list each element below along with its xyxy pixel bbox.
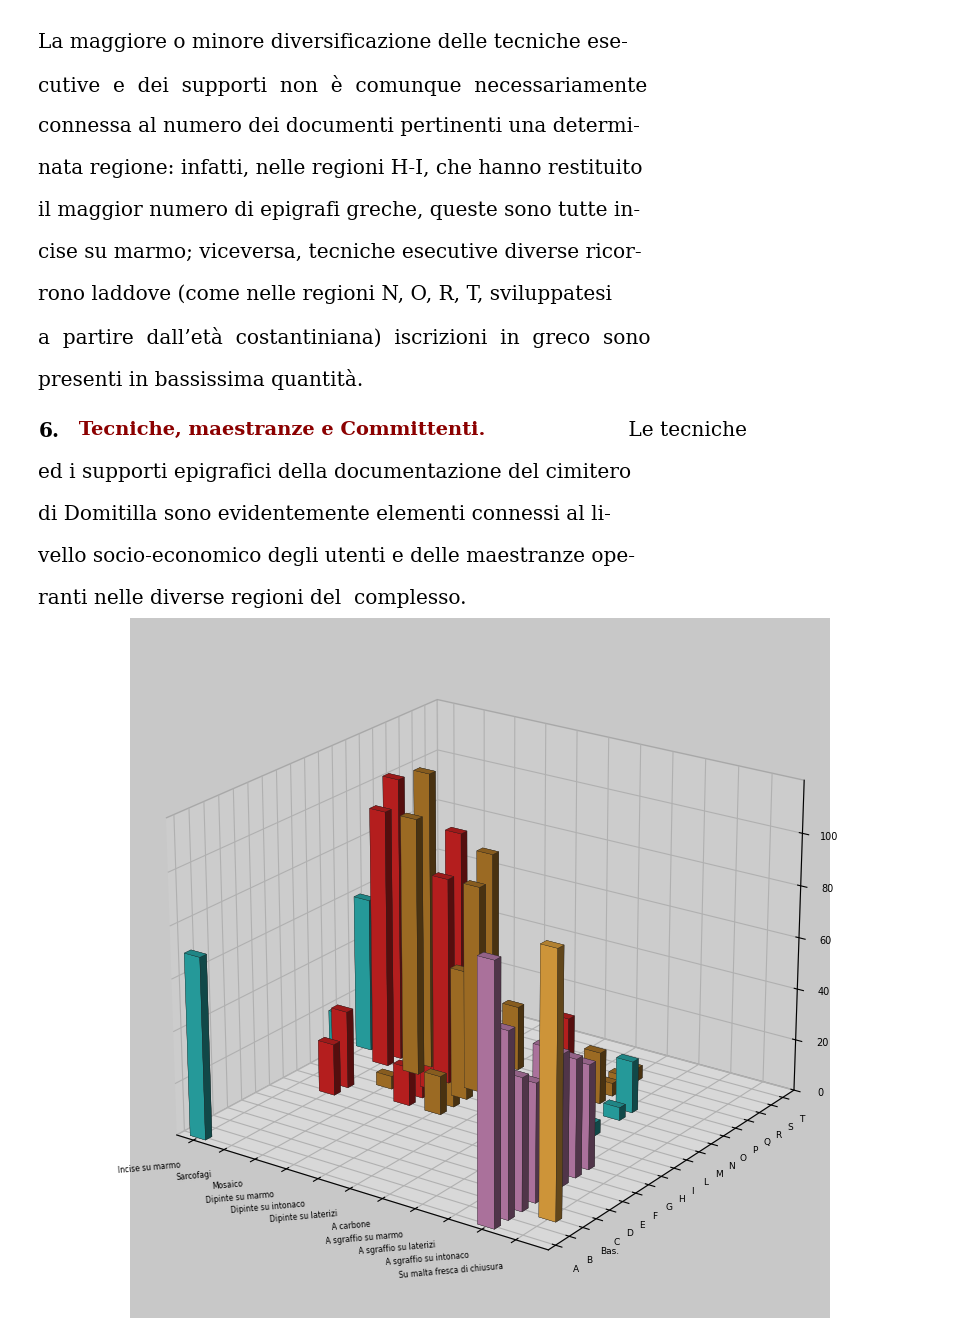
Text: connessa al numero dei documenti pertinenti una determi-: connessa al numero dei documenti pertine… xyxy=(38,117,640,136)
Text: nata regione: infatti, nelle regioni H-I, che hanno restituito: nata regione: infatti, nelle regioni H-I… xyxy=(38,158,643,178)
Text: il maggior numero di epigrafi greche, queste sono tutte in-: il maggior numero di epigrafi greche, qu… xyxy=(38,201,640,220)
Text: cutive  e  dei  supporti  non  è  comunque  necessariamente: cutive e dei supporti non è comunque nec… xyxy=(38,75,648,96)
Text: Le tecniche: Le tecniche xyxy=(622,421,747,441)
Text: vello socio-economico degli utenti e delle maestranze ope-: vello socio-economico degli utenti e del… xyxy=(38,547,636,566)
Text: presenti in bassissima quantità.: presenti in bassissima quantità. xyxy=(38,369,364,390)
Text: La maggiore o minore diversificazione delle tecniche ese-: La maggiore o minore diversificazione de… xyxy=(38,33,628,52)
Text: ranti nelle diverse regioni del  complesso.: ranti nelle diverse regioni del compless… xyxy=(38,588,467,608)
Text: a  partire  dall’età  costantiniana)  iscrizioni  in  greco  sono: a partire dall’età costantiniana) iscriz… xyxy=(38,327,651,347)
Text: 6.: 6. xyxy=(38,421,60,442)
Text: Tecniche, maestranze e Committenti.: Tecniche, maestranze e Committenti. xyxy=(72,421,486,439)
Text: di Domitilla sono evidentemente elementi connessi al li-: di Domitilla sono evidentemente elementi… xyxy=(38,504,612,524)
Text: rono laddove (come nelle regioni N, O, R, T, sviluppatesi: rono laddove (come nelle regioni N, O, R… xyxy=(38,285,612,305)
Text: ed i supporti epigrafici della documentazione del cimitero: ed i supporti epigrafici della documenta… xyxy=(38,463,632,482)
Text: cise su marmo; viceversa, tecniche esecutive diverse ricor-: cise su marmo; viceversa, tecniche esecu… xyxy=(38,242,642,262)
